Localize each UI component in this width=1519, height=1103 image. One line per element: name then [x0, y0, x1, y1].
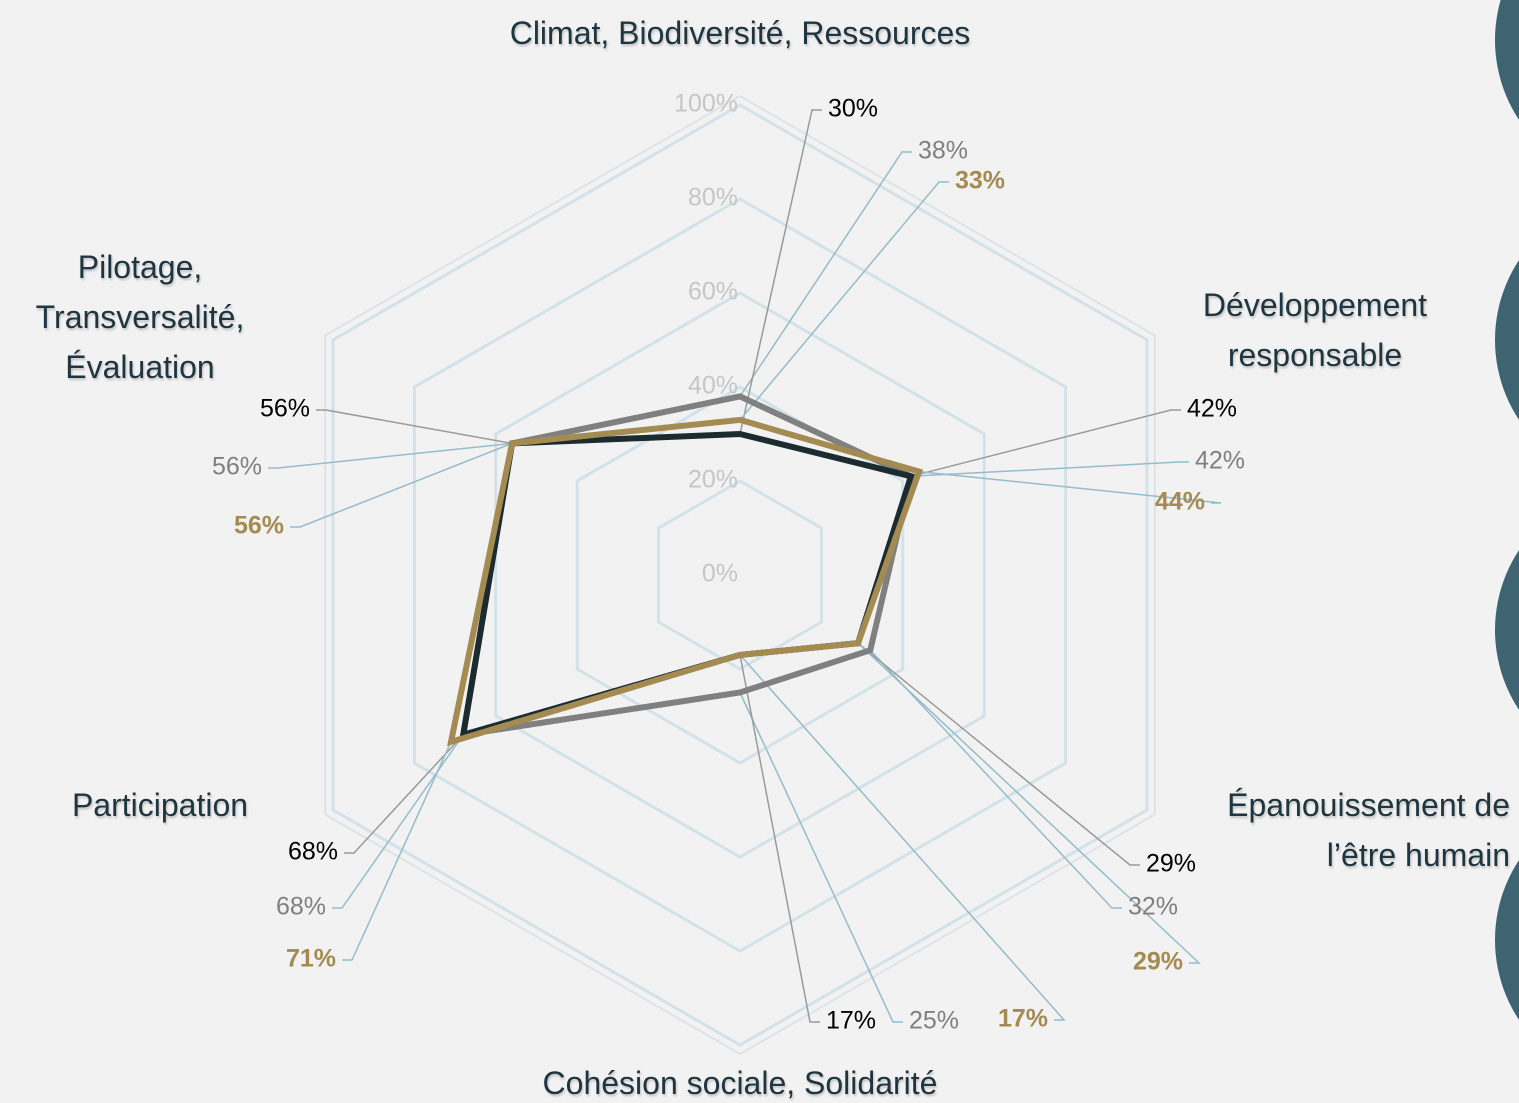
leader-line — [739, 654, 1066, 1021]
leader-line — [869, 649, 1122, 909]
leader-line — [910, 409, 1181, 478]
y-tick-label: 0% — [702, 560, 738, 588]
value-label: 30% — [828, 95, 878, 123]
grid-line — [575, 385, 905, 765]
deco-circle — [1495, 550, 1519, 710]
grid-line — [324, 94, 1156, 1056]
category-label: Participation — [71, 787, 249, 823]
leader-line — [342, 741, 452, 961]
leader-line — [344, 734, 464, 854]
value-label: 56% — [234, 512, 284, 540]
value-label: 42% — [1195, 447, 1245, 475]
leader-line — [739, 151, 912, 397]
grid-line — [657, 479, 823, 671]
value-label: 32% — [1128, 893, 1178, 921]
y-tick-label: 40% — [688, 372, 738, 400]
value-label: 44% — [1155, 488, 1205, 516]
deco-circle — [1495, 860, 1519, 1020]
value-label: 17% — [998, 1005, 1048, 1033]
leader-line — [857, 642, 1140, 866]
value-label: 68% — [288, 838, 338, 866]
leader-line — [910, 461, 1189, 478]
grid-line — [494, 291, 986, 859]
leader-line — [857, 642, 1201, 964]
category-label: Pilotage, Transversalité, Évaluation — [35, 249, 245, 385]
deco-circle — [1495, 260, 1519, 420]
leader-line — [919, 470, 1222, 504]
value-label: 42% — [1187, 395, 1237, 423]
y-tick-label: 20% — [688, 466, 738, 494]
value-label: 71% — [286, 945, 336, 973]
y-tick-label: 100% — [674, 90, 738, 118]
leader-line — [316, 409, 513, 445]
value-label: 29% — [1146, 850, 1196, 878]
leader-line — [290, 442, 513, 528]
value-label: 56% — [260, 395, 310, 423]
leader-line — [739, 181, 949, 421]
leader-line — [739, 654, 820, 1023]
grid-line — [412, 197, 1068, 953]
value-label: 68% — [276, 893, 326, 921]
category-label: Climat, Biodiversité, Ressources — [509, 15, 971, 51]
leader-line — [739, 109, 822, 435]
leader-line — [268, 442, 513, 469]
deco-circle — [1495, 0, 1519, 120]
category-label: Cohésion sociale, Solidarité — [542, 1065, 938, 1101]
grid-line — [331, 103, 1149, 1047]
value-label: 56% — [212, 453, 262, 481]
leader-line — [332, 734, 464, 909]
category-label: Développement responsable — [1202, 287, 1428, 373]
decoration — [1495, 0, 1519, 1020]
value-label: 25% — [909, 1007, 959, 1035]
category-label: Épanouissement de l’être humain — [1227, 787, 1510, 873]
value-label: 17% — [826, 1007, 876, 1035]
series-line — [447, 416, 923, 747]
y-tick-label: 80% — [688, 184, 738, 212]
value-label: 29% — [1133, 948, 1183, 976]
value-label: 33% — [955, 167, 1005, 195]
value-label: 38% — [918, 137, 968, 165]
y-tick-label: 60% — [688, 278, 738, 306]
leader-line — [739, 692, 903, 1023]
